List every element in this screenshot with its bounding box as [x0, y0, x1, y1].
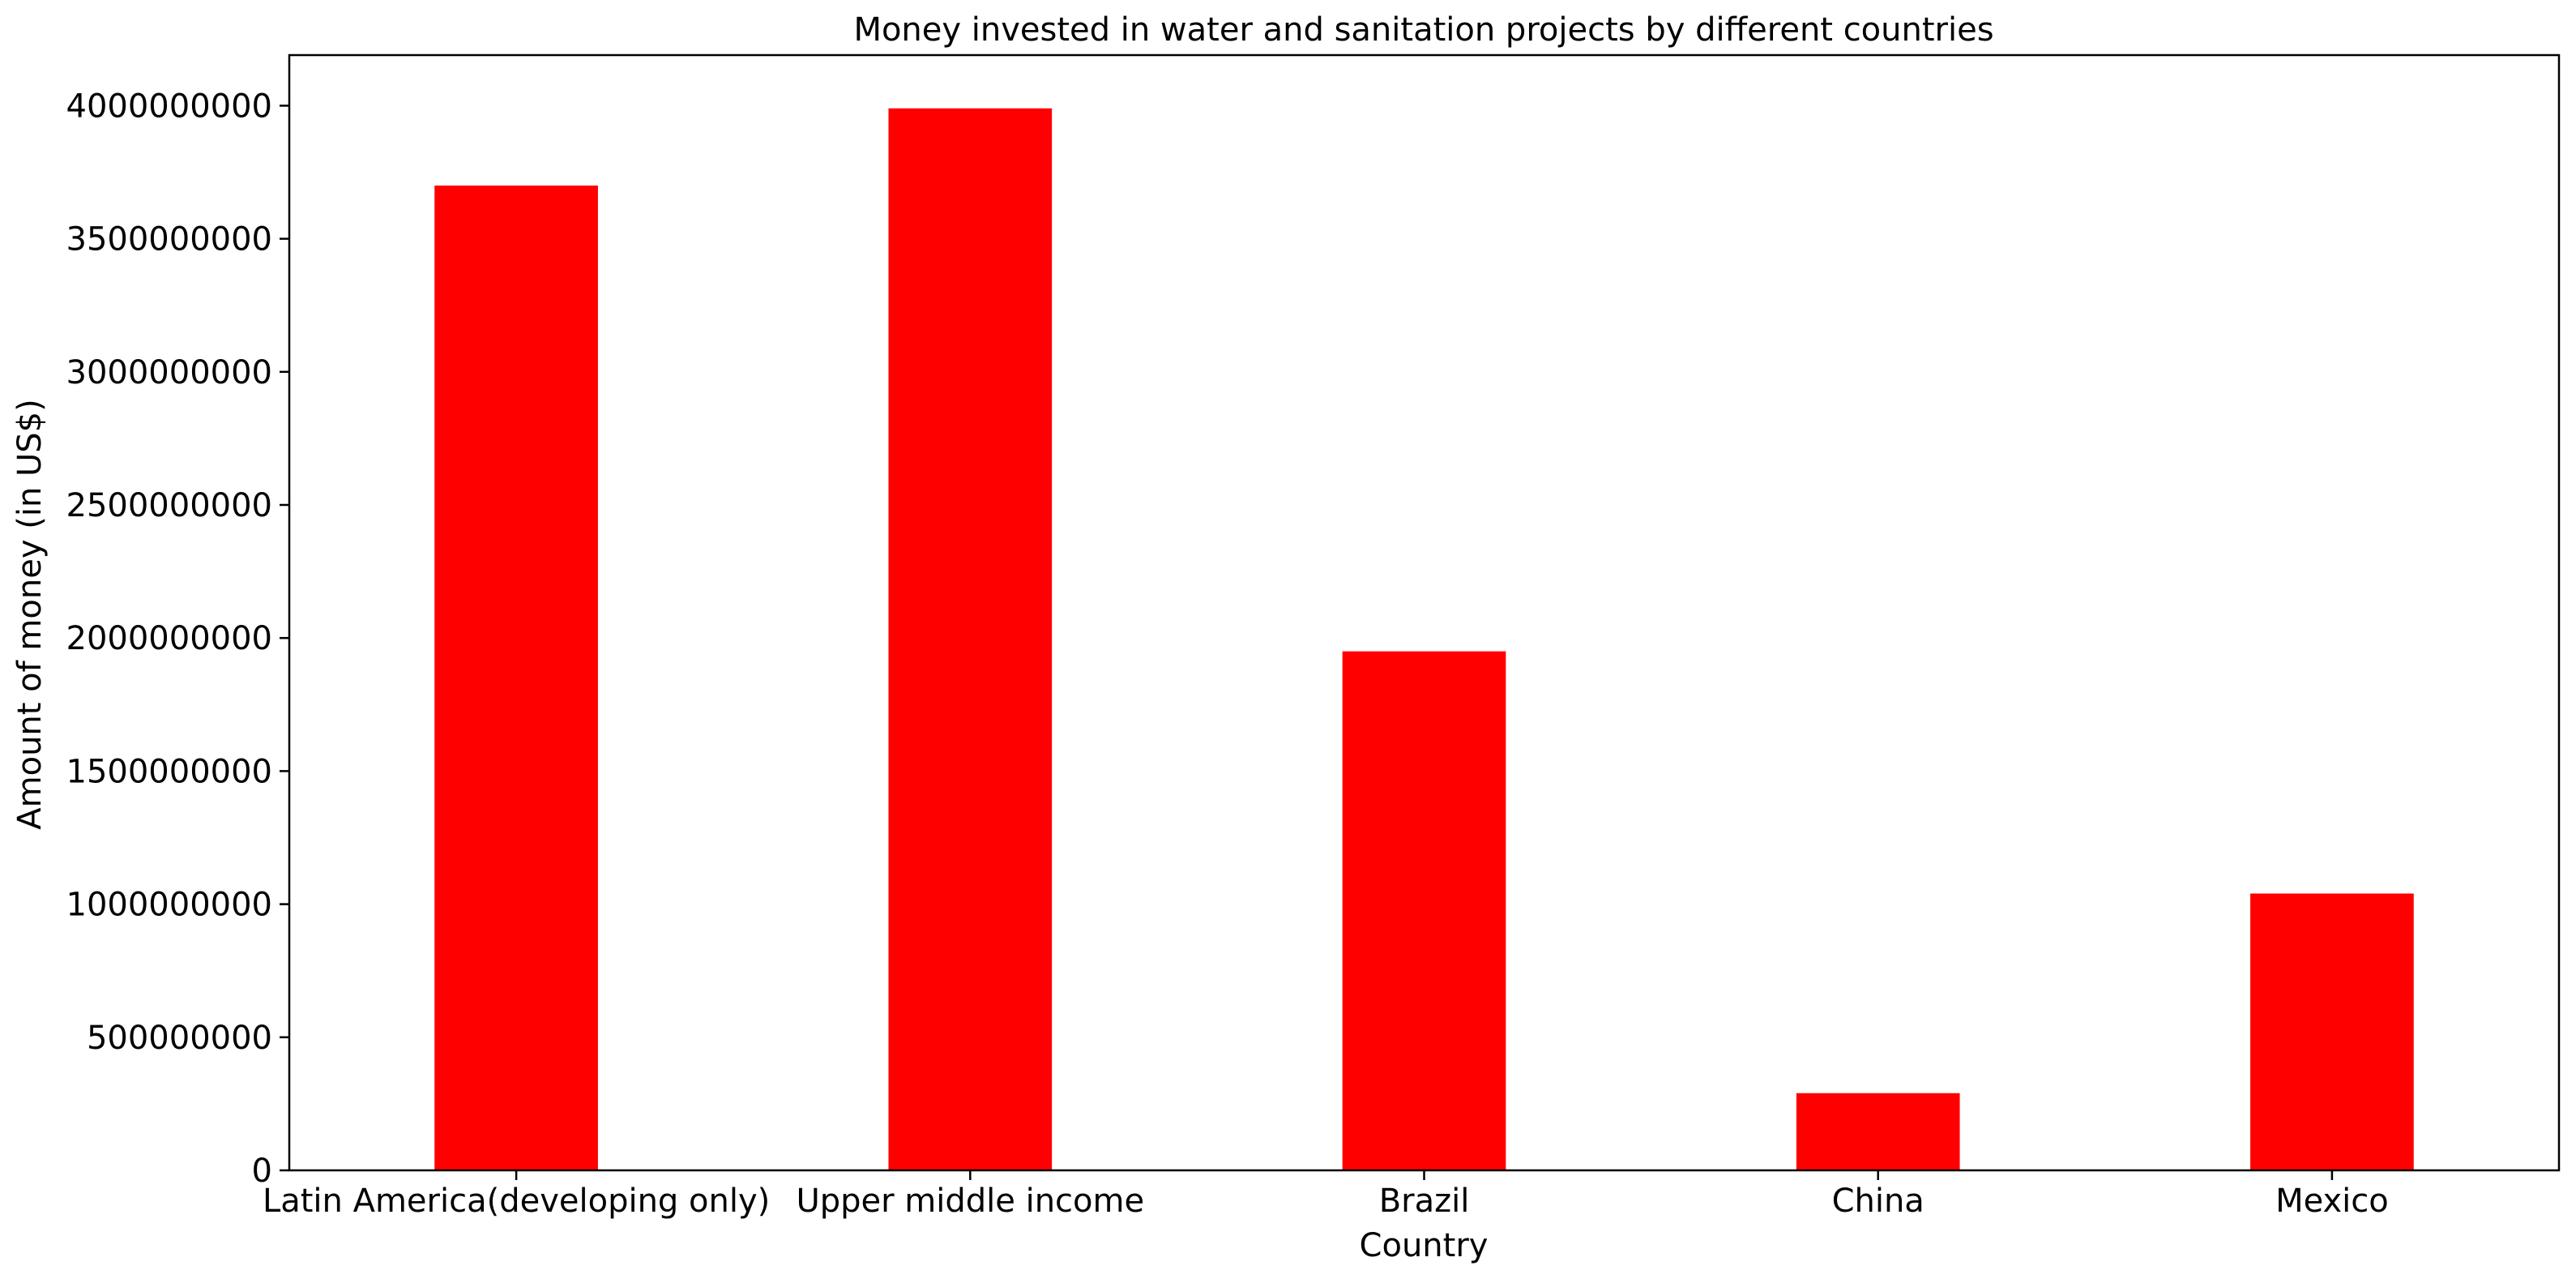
bar-2 [1342, 651, 1506, 1170]
y-axis-label: Amount of money (in US$) [11, 399, 49, 829]
bar-4 [2250, 893, 2414, 1170]
bar-3 [1796, 1093, 1960, 1170]
x-tick-label: Mexico [2275, 1182, 2389, 1220]
x-tick-label: Brazil [1379, 1182, 1470, 1220]
bars-group [434, 108, 2414, 1171]
x-tick-label: Upper middle income [796, 1182, 1144, 1220]
plot-frame [288, 53, 2561, 1172]
x-tick-label: China [1832, 1182, 1925, 1220]
y-tick-label: 1000000000 [66, 887, 273, 924]
chart-title: Money invested in water and sanitation p… [853, 11, 1993, 49]
y-tick-label: 0 [252, 1153, 272, 1190]
x-tick-label: Latin America(developing only) [263, 1182, 770, 1220]
y-tick-label: 3500000000 [66, 221, 273, 259]
y-tick-label: 500000000 [87, 1020, 272, 1057]
y-tick-label: 2000000000 [66, 620, 273, 657]
y-tick-label: 3000000000 [66, 354, 273, 391]
x-axis-label: Country [1360, 1227, 1489, 1264]
x-ticks-group: Latin America(developing only) Upper midd… [263, 1170, 2389, 1220]
y-tick-label: 4000000000 [66, 88, 273, 125]
bar-0 [434, 185, 598, 1170]
y-tick-label: 1500000000 [66, 753, 273, 790]
y-ticks-group: 0 500000000 1000000000 1500000000 2000000000… [66, 88, 289, 1190]
y-tick-label: 2500000000 [66, 487, 273, 524]
bar-1 [888, 108, 1053, 1171]
